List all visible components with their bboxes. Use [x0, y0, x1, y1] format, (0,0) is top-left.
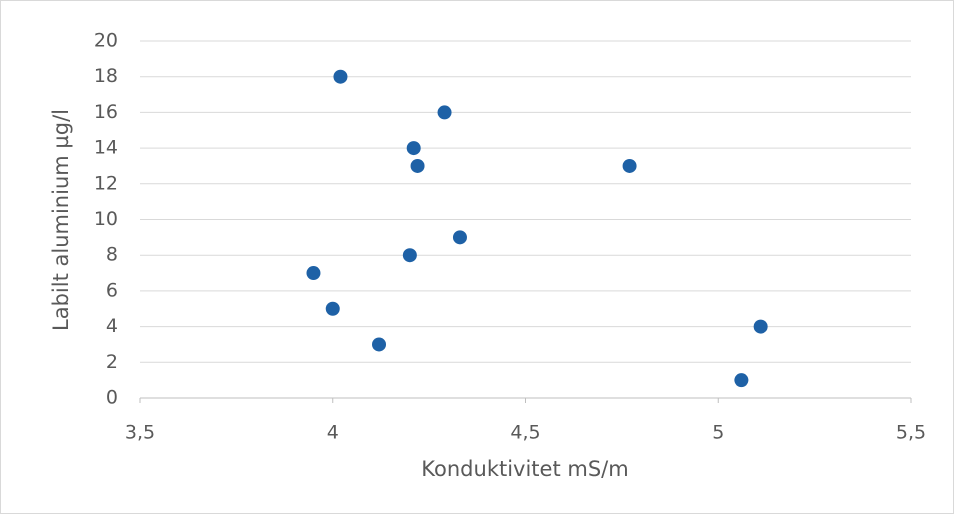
- x-tick-label: 4: [327, 422, 339, 444]
- point: [753, 319, 768, 334]
- x-axis-title: Konduktivitet mS/m: [421, 457, 628, 481]
- point: [622, 158, 637, 173]
- x-tick-label: 5,5: [896, 422, 926, 444]
- y-axis-title: Labilt aluminium µg/l: [49, 109, 73, 331]
- point: [325, 301, 340, 316]
- y-tick-label: 6: [106, 279, 118, 301]
- y-tick-label: 12: [94, 172, 118, 194]
- point: [452, 230, 467, 245]
- point: [402, 248, 417, 263]
- y-tick-label: 4: [106, 315, 118, 337]
- y-tick-label: 8: [106, 244, 118, 266]
- point: [406, 141, 421, 156]
- point: [372, 337, 387, 352]
- y-tick-label: 10: [94, 208, 118, 230]
- point: [437, 105, 452, 120]
- y-tick-label: 20: [94, 30, 118, 52]
- y-tick-label: 14: [94, 137, 118, 159]
- y-tick-label: 0: [106, 387, 118, 409]
- y-tick-label: 16: [94, 101, 118, 123]
- point: [734, 373, 749, 388]
- x-tick-label: 5: [712, 422, 724, 444]
- y-tick-label: 18: [94, 65, 118, 87]
- y-tick-label: 2: [106, 351, 118, 373]
- x-tick-label: 3,5: [125, 422, 155, 444]
- point: [333, 69, 348, 84]
- x-tick-label: 4,5: [510, 422, 540, 444]
- point: [306, 266, 321, 281]
- point: [410, 158, 425, 173]
